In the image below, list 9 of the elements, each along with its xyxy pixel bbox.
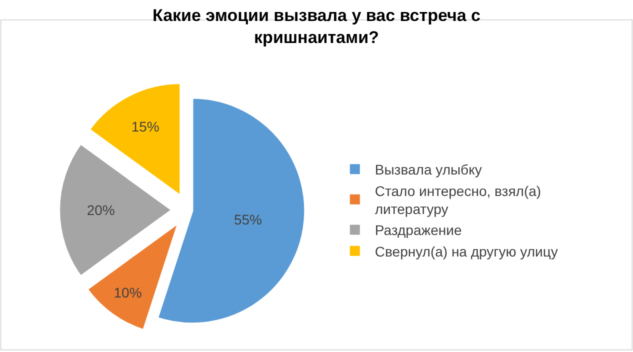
legend-label: Вызвала улыбку [374, 162, 482, 178]
data-label: 55% [234, 212, 262, 228]
chart-title: Какие эмоции вызвала у вас встреча с кришнаитами? [152, 6, 480, 48]
legend-label: Свернул(а) на другую улицу [374, 243, 558, 260]
data-label: 20% [86, 202, 115, 218]
legend-label: Раздражение [374, 222, 462, 238]
data-label: 15% [131, 118, 160, 135]
legend-label: Стало интересно, взял(а) литературу [374, 182, 542, 217]
data-label: 10% [114, 284, 142, 301]
